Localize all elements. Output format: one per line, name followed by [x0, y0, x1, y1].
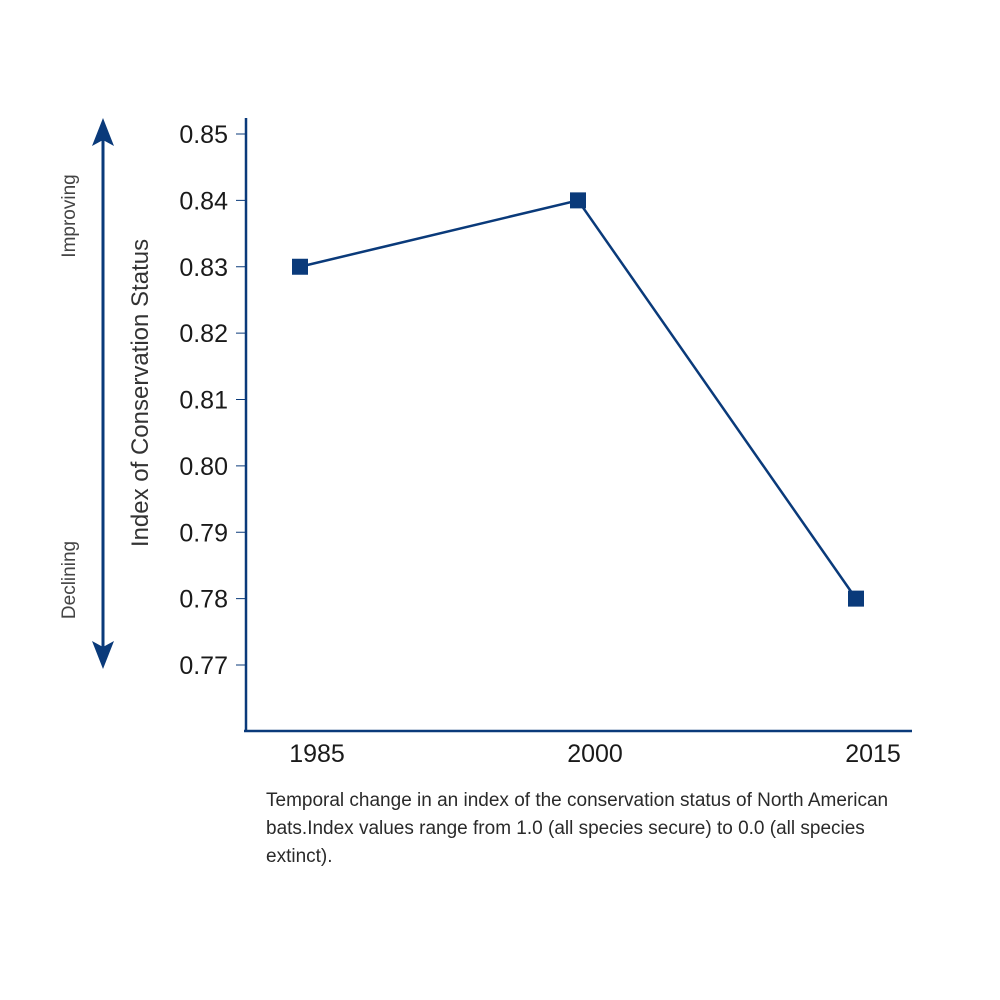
x-tick-label: 2000: [567, 740, 623, 768]
improving-label: Improving: [59, 174, 80, 257]
y-tick-group: 0.77 0.78 0.79 0.80 0.81 0.82 0.83 0.84 0.85: [179, 121, 246, 680]
y-tick-label: 0.78: [179, 586, 228, 614]
x-tick-label: 1985: [289, 740, 345, 768]
data-point-marker: [292, 258, 308, 275]
y-tick-label: 0.77: [179, 652, 228, 680]
arrow-down-icon: [92, 641, 114, 669]
y-tick-label: 0.82: [179, 320, 228, 348]
y-tick-label: 0.81: [179, 387, 228, 415]
y-tick-label: 0.80: [179, 453, 228, 481]
y-tick-label: 0.84: [179, 187, 228, 215]
y-tick-label: 0.85: [179, 121, 228, 149]
x-tick-group: 1985 2000 2015: [289, 740, 901, 768]
data-point-marker: [570, 192, 586, 209]
y-tick-label: 0.83: [179, 254, 228, 282]
series-line: [299, 198, 858, 600]
series-group: [292, 192, 864, 607]
data-point-marker: [848, 590, 864, 607]
y-tick-label: 0.79: [179, 519, 228, 547]
y-axis-title: Index of Conservation Status: [127, 239, 154, 547]
figure-caption: Temporal change in an index of the conse…: [266, 790, 889, 867]
direction-arrow: [92, 118, 114, 669]
declining-label: Declining: [59, 541, 80, 619]
arrow-up-icon: [92, 118, 114, 146]
x-tick-label: 2015: [845, 740, 901, 768]
